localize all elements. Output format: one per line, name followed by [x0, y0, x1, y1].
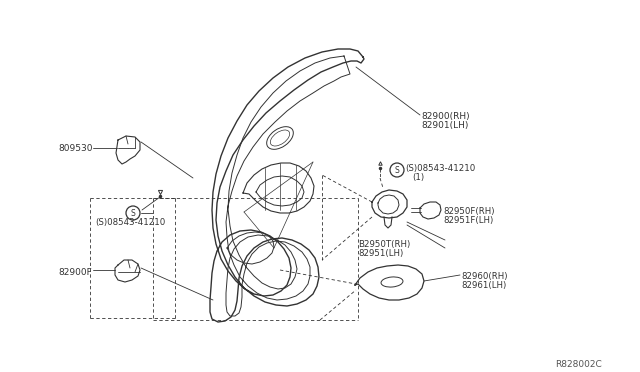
Text: S: S	[131, 208, 136, 218]
Text: R828002C: R828002C	[555, 360, 602, 369]
Text: 82901(LH): 82901(LH)	[421, 121, 468, 130]
Text: 82900(RH): 82900(RH)	[421, 112, 470, 121]
Text: B2950T(RH): B2950T(RH)	[358, 240, 410, 249]
Text: 82951F(LH): 82951F(LH)	[443, 216, 493, 225]
Text: 82961(LH): 82961(LH)	[461, 281, 506, 290]
Text: S: S	[395, 166, 399, 174]
Text: 82951(LH): 82951(LH)	[358, 249, 403, 258]
Text: (1): (1)	[412, 173, 424, 182]
Text: (S)08543-41210: (S)08543-41210	[95, 218, 165, 227]
Text: (S)08543-41210: (S)08543-41210	[405, 164, 476, 173]
Text: 82900F: 82900F	[58, 268, 92, 277]
Text: 82950F(RH): 82950F(RH)	[443, 207, 495, 216]
Text: 82960(RH): 82960(RH)	[461, 272, 508, 281]
Text: 809530: 809530	[58, 144, 93, 153]
